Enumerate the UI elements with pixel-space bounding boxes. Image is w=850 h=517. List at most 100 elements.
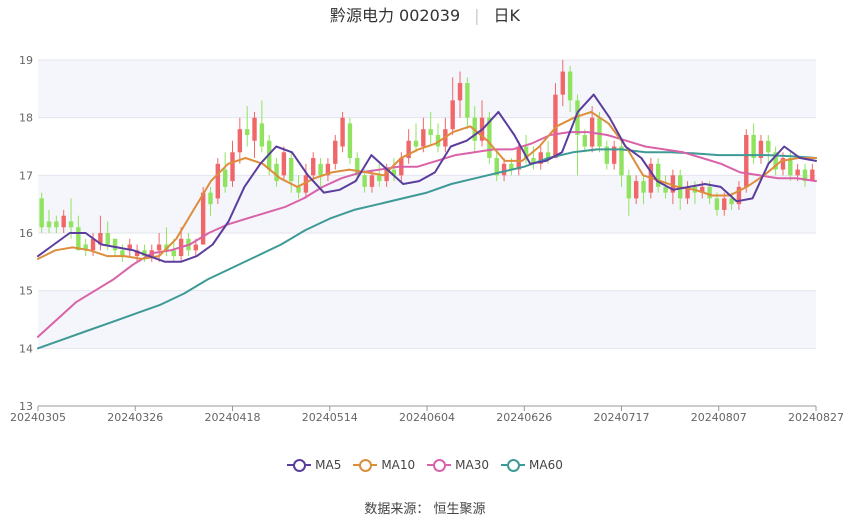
- candle-body: [406, 140, 411, 159]
- candle-body: [421, 129, 426, 147]
- legend-marker-dot: [359, 459, 373, 472]
- candle-body: [259, 123, 265, 147]
- candle-body: [641, 181, 646, 193]
- data-source: 数据来源： 恒生聚源: [364, 502, 486, 517]
- candle-body: [142, 250, 147, 257]
- period-label: 日K: [493, 6, 521, 25]
- legend-item-ma5[interactable]: MA5: [287, 458, 341, 472]
- legend-label: MA60: [529, 458, 563, 472]
- candle-body: [604, 146, 610, 164]
- candle-body: [384, 169, 389, 182]
- candle-body: [516, 146, 521, 170]
- candle-body: [311, 158, 316, 176]
- y-tick-label: 19: [19, 54, 33, 67]
- x-axis: 20240305 20240326 20240418 20240514 20240604…: [10, 405, 844, 424]
- candle-body: [575, 100, 580, 135]
- chart-title: 黔源电力 002039 | 日K: [0, 4, 850, 28]
- candle-body: [318, 163, 323, 176]
- legend-marker-dot: [507, 459, 521, 472]
- candle-body: [714, 198, 720, 210]
- candle-body: [751, 134, 756, 159]
- candle-body: [744, 134, 749, 187]
- candle-body: [200, 192, 206, 245]
- candle-body: [252, 117, 257, 141]
- stock-name-code: 黔源电力 002039: [329, 6, 461, 25]
- candle-body: [509, 163, 514, 170]
- candle-body: [531, 158, 536, 164]
- legend-item-ma60[interactable]: MA60: [501, 458, 563, 472]
- candle-body: [788, 158, 793, 176]
- candle-body: [362, 175, 367, 187]
- candle-body: [487, 117, 492, 159]
- candle-body: [626, 175, 632, 199]
- candle-body: [795, 169, 800, 176]
- candle-body: [193, 244, 199, 251]
- candle-body: [567, 71, 573, 101]
- title-separator: |: [474, 6, 480, 25]
- candle-body: [340, 117, 345, 147]
- candle-body: [222, 169, 228, 187]
- candle-body: [523, 146, 529, 159]
- x-tick-label: 20240807: [691, 411, 747, 424]
- y-axis: 13 14 15 16 17 18 19: [19, 54, 33, 413]
- ma30-line: [37, 131, 817, 338]
- candle-body: [450, 100, 455, 130]
- candle-body: [289, 158, 294, 182]
- candle-body: [802, 169, 808, 182]
- legend-marker-dot: [433, 459, 447, 472]
- candle-body: [208, 192, 213, 205]
- y-tick-label: 13: [19, 400, 33, 413]
- candle-body: [76, 227, 81, 251]
- grid-band: [38, 60, 816, 118]
- candle-body: [46, 221, 52, 228]
- x-tick-label: 20240827: [788, 411, 844, 424]
- legend-item-ma30[interactable]: MA30: [427, 458, 489, 472]
- grid-band: [38, 175, 816, 233]
- candle-body: [112, 238, 118, 251]
- candle-body: [303, 175, 309, 193]
- candle-body: [685, 186, 690, 199]
- candle-body: [465, 83, 470, 118]
- legend-item-ma10[interactable]: MA10: [353, 458, 415, 472]
- candle-body: [237, 129, 243, 153]
- candle-body: [428, 129, 433, 135]
- grid-bands: [38, 60, 816, 349]
- candle-body: [120, 250, 125, 257]
- candle-body: [707, 186, 712, 199]
- grid-band: [38, 290, 816, 349]
- candle-body: [171, 250, 176, 257]
- ma5-line: [37, 93, 817, 263]
- y-tick-label: 17: [19, 169, 33, 182]
- candle-body: [736, 186, 742, 205]
- x-tick-label: 20240717: [594, 411, 650, 424]
- x-tick-label: 20240326: [107, 411, 163, 424]
- candle-body: [545, 152, 551, 159]
- candle-body: [457, 83, 463, 101]
- candle-body: [325, 163, 331, 176]
- legend-marker-ma60: [501, 459, 526, 472]
- candle-body: [347, 123, 353, 159]
- candle-body: [766, 140, 771, 153]
- moving-average-lines: [37, 93, 817, 350]
- candle-body: [758, 140, 764, 159]
- candle-body: [83, 244, 88, 251]
- legend-label: MA10: [381, 458, 416, 472]
- candle-body: [494, 158, 499, 176]
- candle-body: [105, 233, 110, 245]
- legend-marker-dot: [293, 459, 307, 472]
- x-tick-label: 20240626: [496, 411, 552, 424]
- candle-body: [90, 238, 96, 251]
- candle-body: [538, 152, 543, 164]
- x-tick-label: 20240305: [10, 411, 66, 424]
- x-tick-label: 20240514: [302, 411, 358, 424]
- legend-marker-ma10: [353, 459, 378, 472]
- candle-body: [296, 186, 301, 193]
- candle-body: [700, 186, 705, 193]
- legend-label: MA30: [455, 458, 490, 472]
- x-tick-label: 20240604: [399, 411, 455, 424]
- candle-body: [391, 169, 397, 176]
- legend: MA5 MA10 MA30 MA60: [0, 458, 850, 474]
- legend-marker-ma30: [427, 459, 452, 472]
- y-tick-label: 15: [19, 285, 33, 298]
